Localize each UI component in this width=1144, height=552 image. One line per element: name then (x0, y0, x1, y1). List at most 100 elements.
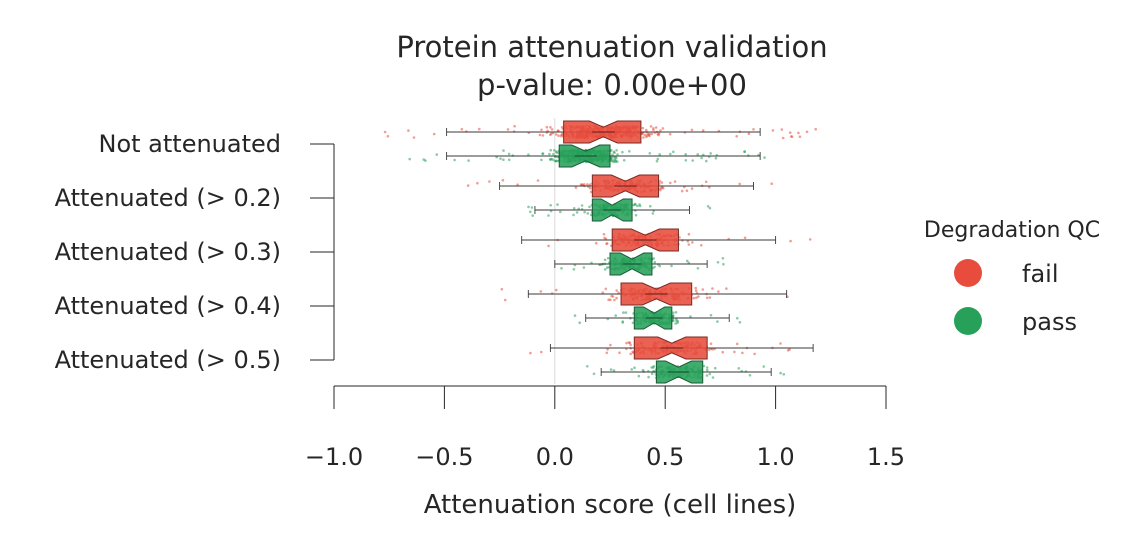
jitter-point-fail (657, 132, 661, 135)
jitter-point-pass (674, 311, 678, 314)
jitter-point-fail (631, 350, 634, 354)
jitter-point-fail (711, 287, 714, 290)
jitter-point-pass (637, 374, 641, 378)
jitter-point-pass (702, 153, 705, 157)
jitter-point-pass (592, 372, 596, 376)
jitter-point-fail (500, 287, 504, 291)
jitter-point-fail (432, 132, 436, 136)
jitter-point-fail (654, 126, 658, 129)
box-plot-group (446, 120, 814, 384)
jitter-point-pass (609, 368, 613, 371)
jitter-point-pass (499, 157, 502, 160)
jitter-point-pass (560, 267, 563, 270)
jitter-point-fail (615, 296, 618, 300)
jitter-point-fail (604, 287, 608, 291)
x-axis-label: Attenuation score (cell lines) (424, 490, 797, 520)
jitter-point-fail (579, 183, 583, 186)
jitter-point-fail (557, 134, 560, 137)
jitter-point-pass (738, 321, 742, 324)
jitter-point-fail (641, 126, 645, 130)
jitter-point-fail (779, 342, 782, 345)
jitter-point-pass (612, 160, 615, 164)
jitter-point-fail (685, 189, 689, 192)
jitter-point-pass (575, 211, 579, 214)
jitter-point-pass (408, 157, 412, 161)
jitter-point-fail (690, 187, 694, 190)
jitter-point-pass (422, 158, 426, 161)
jitter-point-pass (736, 316, 739, 320)
jitter-point-pass (553, 149, 556, 152)
jitter-point-pass (580, 204, 584, 207)
jitter-point-pass (748, 374, 752, 377)
jitter-point-fail (695, 296, 698, 300)
legend: Degradation QC fail pass (924, 218, 1100, 336)
jitter-point-pass (495, 155, 499, 159)
jitter-point-pass (572, 213, 575, 217)
jitter-point-pass (676, 321, 679, 325)
jitter-point-fail (605, 242, 608, 246)
jitter-point-pass (650, 372, 654, 376)
legend-marker-pass (954, 307, 982, 335)
jitter-point-fail (478, 127, 481, 131)
x-tick-label: 1.5 (867, 443, 905, 471)
jitter-point-pass (696, 267, 700, 270)
jitter-point-pass (549, 158, 553, 161)
jitter-point-fail (704, 180, 708, 184)
jitter-point-fail (747, 132, 751, 135)
jitter-point-pass (467, 159, 470, 162)
chart-title-group: Protein attenuation validation p-value: … (396, 30, 827, 102)
jitter-point-fail (708, 186, 711, 189)
jitter-point-fail (539, 290, 543, 293)
x-tick-label: −0.5 (415, 443, 473, 471)
jitter-point-fail (628, 341, 632, 345)
jitter-point-fail (645, 128, 648, 132)
jitter-point-pass (628, 150, 631, 153)
jitter-point-fail (625, 341, 628, 345)
jitter-point-pass (624, 311, 628, 314)
jitter-point-fail (733, 350, 736, 354)
jitter-point-pass (651, 212, 655, 215)
jitter-point-pass (572, 207, 576, 210)
jitter-point-pass (529, 210, 532, 214)
x-axis: −1.0 −0.5 0.0 0.5 1.0 1.5 (305, 385, 905, 471)
jitter-point-fail (595, 241, 598, 245)
jitter-point-fail (606, 348, 609, 351)
jitter-point-fail (574, 186, 578, 189)
jitter-point-pass (621, 320, 624, 323)
jitter-point-fail (561, 132, 564, 136)
jitter-point-pass (549, 204, 552, 207)
jitter-point-fail (642, 136, 645, 139)
jitter-point-fail (658, 180, 662, 183)
jitter-point-pass (612, 369, 616, 372)
jitter-point-fail (605, 351, 609, 355)
jitter-point-fail (705, 296, 709, 300)
jitter-point-fail (538, 133, 542, 137)
y-tick-label: Attenuated (> 0.4) (55, 292, 281, 320)
jitter-point-fail (752, 128, 755, 131)
jitter-point-fail (516, 183, 519, 186)
jitter-point-fail (771, 129, 775, 132)
jitter-point-fail (501, 178, 505, 182)
jitter-point-pass (684, 153, 687, 156)
jitter-point-fail (735, 342, 739, 346)
jitter-point-pass (705, 374, 709, 377)
jitter-point-fail (488, 180, 491, 183)
jitter-point-pass (705, 368, 709, 372)
jitter-point-pass (709, 313, 713, 317)
jitter-point-fail (550, 128, 554, 131)
jitter-point-fail (602, 232, 606, 236)
jitter-point-fail (586, 183, 589, 186)
legend-title: Degradation QC (924, 218, 1100, 243)
jitter-point-fail (741, 351, 744, 355)
jitter-point-pass (782, 373, 786, 376)
jitter-point-fail (659, 129, 662, 132)
jitter-point-fail (686, 240, 690, 243)
jitter-point-fail (717, 290, 720, 293)
jitter-point-pass (702, 364, 706, 368)
jitter-point-pass (708, 372, 712, 376)
jitter-point-fail (692, 296, 696, 300)
jitter-point-pass (709, 152, 712, 155)
jitter-point-fail (690, 128, 694, 132)
jitter-point-fail (613, 298, 616, 302)
jitter-point-pass (672, 311, 675, 315)
